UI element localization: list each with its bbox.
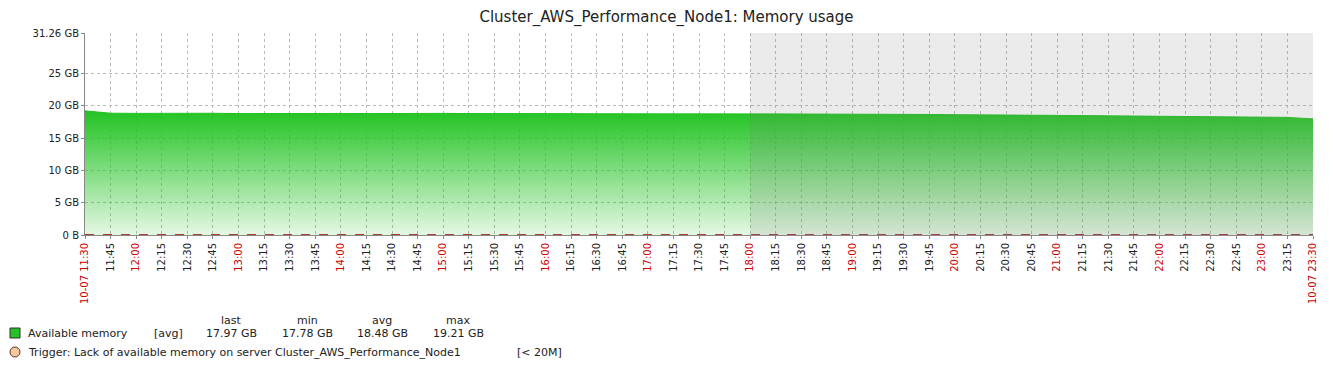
svg-text:14:45: 14:45 bbox=[412, 243, 423, 272]
svg-text:12:45: 12:45 bbox=[207, 243, 218, 272]
svg-text:10 GB: 10 GB bbox=[48, 165, 79, 176]
svg-text:22:15: 22:15 bbox=[1179, 243, 1190, 272]
svg-text:21:00: 21:00 bbox=[1051, 243, 1062, 272]
svg-text:11:45: 11:45 bbox=[105, 243, 116, 272]
svg-text:12:15: 12:15 bbox=[156, 243, 167, 272]
svg-text:18:30: 18:30 bbox=[796, 243, 807, 272]
svg-text:21:15: 21:15 bbox=[1077, 243, 1088, 272]
svg-text:16:00: 16:00 bbox=[540, 243, 551, 272]
svg-text:19:00: 19:00 bbox=[847, 243, 858, 272]
svg-text:17:15: 17:15 bbox=[668, 243, 679, 272]
svg-text:22:45: 22:45 bbox=[1231, 243, 1242, 272]
svg-text:20:45: 20:45 bbox=[1026, 243, 1037, 272]
svg-text:10-07 11:30: 10-07 11:30 bbox=[79, 243, 90, 304]
svg-text:22:00: 22:00 bbox=[1154, 243, 1165, 272]
svg-text:Trigger: Lack of available mem: Trigger: Lack of available memory on ser… bbox=[28, 346, 461, 359]
svg-text:15:00: 15:00 bbox=[437, 243, 448, 272]
svg-text:13:00: 13:00 bbox=[233, 243, 244, 272]
svg-text:20:15: 20:15 bbox=[975, 243, 986, 272]
svg-text:17:00: 17:00 bbox=[642, 243, 653, 272]
svg-text:max: max bbox=[446, 314, 470, 327]
svg-text:19.21 GB: 19.21 GB bbox=[433, 327, 484, 340]
svg-text:Available memory: Available memory bbox=[28, 327, 128, 340]
svg-text:[avg]: [avg] bbox=[154, 327, 183, 340]
svg-text:23:00: 23:00 bbox=[1256, 243, 1267, 272]
svg-text:13:30: 13:30 bbox=[284, 243, 295, 272]
svg-text:Cluster_AWS_Performance_Node1:: Cluster_AWS_Performance_Node1: Memory us… bbox=[479, 8, 853, 27]
svg-text:14:00: 14:00 bbox=[335, 243, 346, 272]
svg-text:19:45: 19:45 bbox=[924, 243, 935, 272]
svg-text:18:15: 18:15 bbox=[770, 243, 781, 272]
svg-text:17.78 GB: 17.78 GB bbox=[282, 327, 333, 340]
svg-text:14:15: 14:15 bbox=[361, 243, 372, 272]
svg-text:16:15: 16:15 bbox=[565, 243, 576, 272]
svg-text:21:30: 21:30 bbox=[1103, 243, 1114, 272]
svg-text:15 GB: 15 GB bbox=[48, 133, 79, 144]
svg-text:12:00: 12:00 bbox=[130, 243, 141, 272]
svg-text:19:30: 19:30 bbox=[898, 243, 909, 272]
svg-text:16:45: 16:45 bbox=[617, 243, 628, 272]
svg-text:23:15: 23:15 bbox=[1282, 243, 1293, 272]
svg-text:20:00: 20:00 bbox=[949, 243, 960, 272]
svg-text:18:00: 18:00 bbox=[744, 243, 755, 272]
svg-text:17:45: 17:45 bbox=[719, 243, 730, 272]
svg-text:18:45: 18:45 bbox=[821, 243, 832, 272]
svg-text:min: min bbox=[297, 314, 318, 327]
svg-text:17.97 GB: 17.97 GB bbox=[206, 327, 257, 340]
svg-text:22:30: 22:30 bbox=[1205, 243, 1216, 272]
svg-text:10-07 23:30: 10-07 23:30 bbox=[1307, 243, 1318, 304]
svg-text:15:45: 15:45 bbox=[514, 243, 525, 272]
svg-text:17:30: 17:30 bbox=[693, 243, 704, 272]
svg-text:avg: avg bbox=[372, 314, 392, 327]
svg-text:25 GB: 25 GB bbox=[48, 68, 79, 79]
svg-text:13:45: 13:45 bbox=[310, 243, 321, 272]
svg-text:last: last bbox=[221, 314, 242, 327]
svg-text:18.48 GB: 18.48 GB bbox=[357, 327, 408, 340]
svg-text:5 GB: 5 GB bbox=[55, 197, 79, 208]
svg-text:13:15: 13:15 bbox=[258, 243, 269, 272]
svg-text:20 GB: 20 GB bbox=[48, 100, 79, 111]
svg-text:14:30: 14:30 bbox=[386, 243, 397, 272]
svg-text:21:45: 21:45 bbox=[1128, 243, 1139, 272]
svg-text:12:30: 12:30 bbox=[182, 243, 193, 272]
svg-text:15:30: 15:30 bbox=[489, 243, 500, 272]
svg-text:19:15: 19:15 bbox=[872, 243, 883, 272]
svg-text:31.26 GB: 31.26 GB bbox=[33, 28, 80, 39]
svg-text:0 B: 0 B bbox=[63, 230, 80, 241]
svg-text:20:30: 20:30 bbox=[1000, 243, 1011, 272]
svg-text:[< 20M]: [< 20M] bbox=[517, 346, 562, 359]
svg-text:15:15: 15:15 bbox=[463, 243, 474, 272]
svg-text:16:30: 16:30 bbox=[591, 243, 602, 272]
